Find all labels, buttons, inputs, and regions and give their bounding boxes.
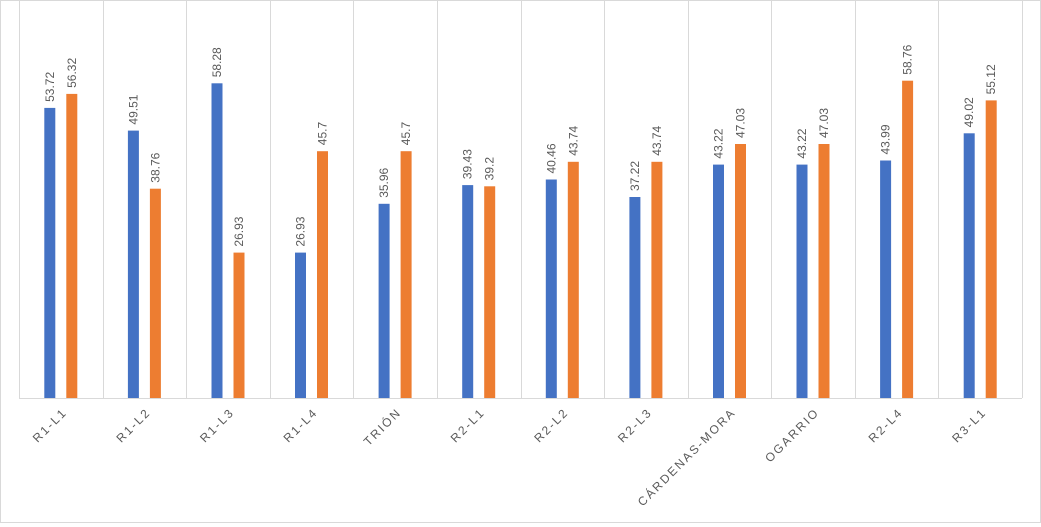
data-label: 38.76: [148, 152, 162, 182]
data-label: 49.51: [126, 94, 140, 124]
bar-series-1: [462, 185, 474, 398]
data-label: 49.02: [962, 97, 976, 127]
x-tick-label: TRIÓN: [360, 405, 404, 449]
data-label: 26.93: [232, 216, 246, 246]
data-label: 43.22: [795, 128, 809, 158]
x-tick-label: R3-L1: [949, 405, 989, 445]
bar-series-2: [400, 151, 412, 398]
bar-series-2: [317, 151, 328, 398]
bar-series-1: [378, 203, 390, 398]
bar-series-2: [902, 80, 914, 398]
x-tick-label: R1-L1: [30, 405, 70, 445]
data-label: 45.7: [316, 122, 330, 146]
bar-series-2: [735, 144, 746, 398]
data-label: 56.32: [65, 58, 79, 88]
data-label: 47.03: [817, 108, 831, 138]
data-label: 39.2: [483, 157, 497, 181]
bar-series-2: [233, 252, 245, 398]
bar-series-2: [149, 188, 161, 398]
bar-series-1: [295, 252, 306, 398]
bar-series-1: [545, 179, 557, 398]
x-tick-label: R1-L2: [113, 405, 153, 445]
bar-series-2: [484, 186, 496, 398]
x-tick-label: R1-L4: [281, 405, 321, 445]
bar-series-1: [796, 164, 808, 398]
data-label: 55.12: [984, 64, 998, 94]
x-tick-label: OGARRIO: [762, 405, 822, 465]
data-label: 39.43: [461, 149, 475, 179]
data-label: 37.22: [628, 161, 642, 191]
data-label: 45.7: [399, 122, 413, 146]
bar-series-1: [963, 133, 975, 399]
data-label: 47.03: [734, 108, 748, 138]
x-tick-label: R2-L2: [531, 405, 571, 445]
data-label: 53.72: [43, 72, 57, 102]
data-label: 35.96: [377, 167, 391, 197]
bar-series-1: [629, 197, 641, 398]
data-label: 43.74: [650, 125, 664, 155]
bar-series-2: [651, 161, 663, 398]
bar-series-1: [713, 164, 724, 398]
x-tick-label: R2-L4: [866, 405, 906, 445]
data-label: 58.76: [901, 44, 915, 74]
bar-series-2: [567, 161, 579, 398]
bar-series-1: [880, 160, 892, 398]
data-label: 58.28: [210, 47, 224, 77]
data-label: 43.74: [566, 125, 580, 155]
x-tick-label: R2-L3: [615, 405, 655, 445]
x-tick-label: R1-L3: [197, 405, 237, 445]
x-tick-label: R2-L1: [448, 405, 488, 445]
data-label: 40.46: [544, 143, 558, 173]
bar-series-1: [127, 130, 139, 398]
bar-series-2: [985, 100, 997, 399]
data-label: 43.99: [879, 124, 893, 154]
bar-series-2: [66, 93, 78, 399]
bar-series-2: [818, 144, 830, 398]
bar-series-1: [211, 83, 223, 399]
bar-series-1: [44, 107, 56, 399]
data-label: 43.22: [712, 128, 726, 158]
data-label: 26.93: [294, 216, 308, 246]
